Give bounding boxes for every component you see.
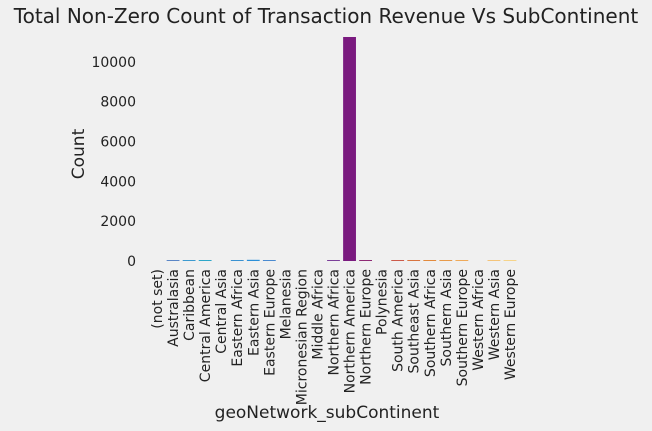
- bar: [407, 260, 421, 261]
- x-tick-label: Northern Africa: [327, 269, 343, 376]
- x-tick-label: Polynesia: [375, 269, 391, 335]
- y-tick-label: 10000: [91, 55, 136, 71]
- x-tick-label: Northern America: [343, 269, 359, 393]
- bar: [423, 260, 437, 261]
- y-tick-label: 2000: [100, 214, 136, 230]
- x-tick-label: Australasia: [166, 269, 182, 347]
- x-tick-label: (not set): [150, 269, 166, 329]
- y-tick-label: 6000: [100, 135, 136, 151]
- x-tick-label: Southern Asia: [439, 269, 455, 366]
- x-tick-label: Southeast Asia: [407, 269, 423, 373]
- x-tick-label: Middle Africa: [310, 269, 326, 360]
- bar: [455, 260, 469, 261]
- x-tick-label: Central Asia: [214, 269, 230, 354]
- x-tick-label: Northern Europe: [359, 269, 375, 385]
- x-tick-label: Micronesian Region: [294, 269, 310, 405]
- y-tick-label: 0: [127, 254, 136, 270]
- bar: [327, 260, 340, 261]
- bar: [391, 260, 405, 261]
- x-tick-label: Eastern Europe: [262, 269, 278, 376]
- bars: [166, 36, 517, 261]
- bar: [359, 260, 373, 261]
- bar: [166, 260, 180, 261]
- y-axis-ticks: 0 2000 4000 6000 8000 10000: [91, 55, 136, 270]
- x-tick-label: South America: [391, 269, 407, 372]
- bar: [246, 259, 260, 261]
- x-tick-label: Western Europe: [503, 269, 519, 380]
- x-tick-label: Caribbean: [182, 269, 198, 341]
- bar: [487, 260, 501, 261]
- chart-title: Total Non-Zero Count of Transaction Reve…: [13, 4, 639, 28]
- x-tick-label: Eastern Asia: [246, 269, 262, 356]
- x-tick-label: Eastern Africa: [230, 269, 246, 367]
- y-axis-label: Count: [69, 128, 89, 179]
- x-tick-label: Melanesia: [278, 269, 294, 339]
- x-tick-label: Southern Europe: [455, 269, 471, 386]
- bar: [262, 260, 276, 261]
- x-axis-label: geoNetwork_subContinent: [215, 403, 440, 423]
- y-tick-label: 8000: [100, 95, 136, 111]
- bar: [343, 36, 356, 261]
- y-tick-label: 4000: [100, 174, 136, 190]
- x-axis-ticks: (not set) Australasia Caribbean Central Ame…: [150, 269, 519, 405]
- bar: [503, 260, 517, 261]
- x-tick-label: Western Africa: [471, 269, 487, 371]
- bar: [439, 260, 453, 261]
- bar: [182, 260, 196, 261]
- bar: [230, 260, 244, 261]
- bar: [198, 260, 212, 261]
- x-tick-label: Central America: [198, 269, 214, 382]
- x-tick-label: Southern Africa: [423, 269, 439, 377]
- x-tick-label: Western Asia: [487, 269, 503, 360]
